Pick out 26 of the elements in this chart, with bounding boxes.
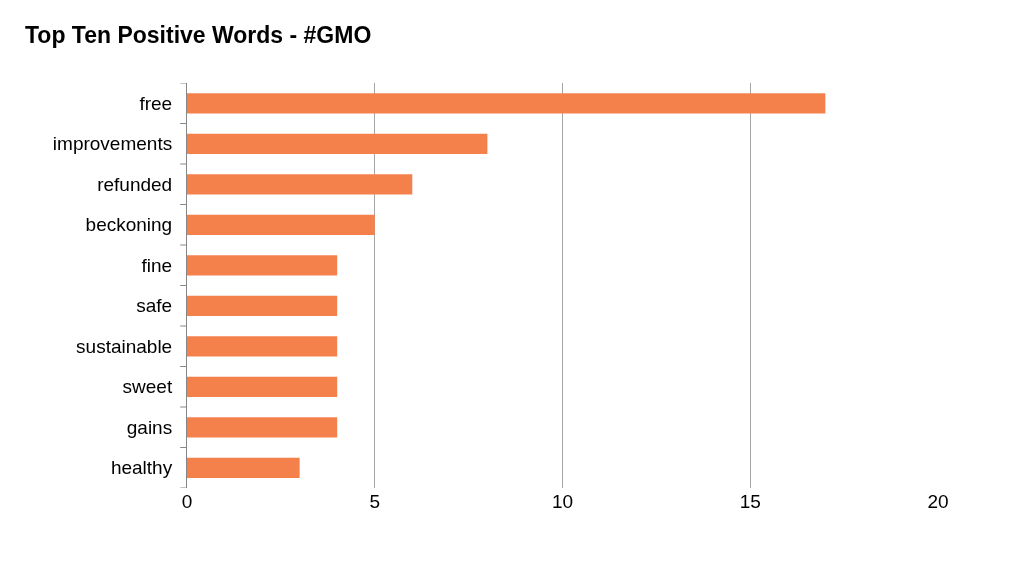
- bar: [187, 336, 338, 357]
- y-tick-label: refunded: [97, 173, 173, 195]
- bar: [187, 133, 488, 154]
- bar: [187, 93, 826, 114]
- bar: [187, 295, 338, 316]
- y-tick-label: gains: [126, 416, 173, 438]
- x-tick-label: 10: [551, 491, 574, 512]
- y-tick-label: sustainable: [76, 335, 173, 357]
- y-tick-label: safe: [136, 295, 173, 317]
- bar: [187, 417, 338, 438]
- y-tick-label: free: [139, 92, 173, 114]
- y-tick-label: sweet: [122, 376, 173, 398]
- bar: [187, 255, 338, 276]
- x-tick-label: 15: [739, 491, 761, 512]
- bar: [187, 214, 375, 235]
- x-tick-label: 20: [927, 491, 949, 512]
- bar: [187, 174, 413, 195]
- x-tick-label: 0: [181, 491, 193, 512]
- y-tick-label: improvements: [52, 133, 173, 155]
- bar: [187, 376, 338, 397]
- y-tick-label: healthy: [110, 457, 173, 479]
- chart-title: Top Ten Positive Words - #GMO: [25, 22, 372, 49]
- x-tick-label: 5: [369, 491, 381, 512]
- bar: [187, 457, 300, 478]
- y-tick-label: fine: [141, 254, 173, 276]
- y-tick-label: beckoning: [85, 214, 173, 236]
